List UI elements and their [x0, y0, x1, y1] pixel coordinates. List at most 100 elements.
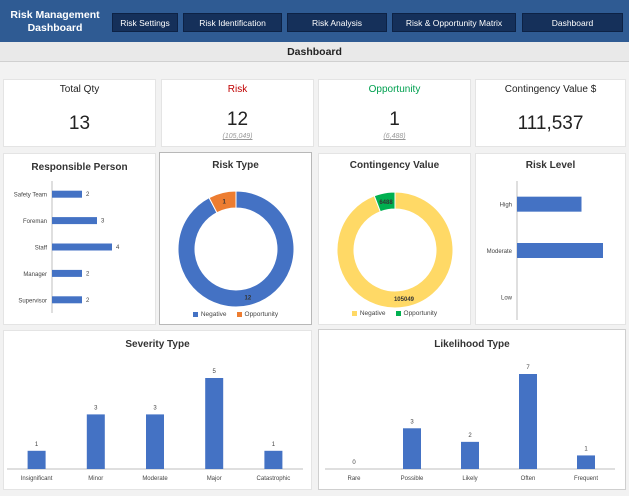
legend-label-negative: Negative	[359, 310, 386, 317]
bar	[205, 378, 224, 469]
data-label: 2	[86, 298, 90, 304]
legend-label-negative: Negative	[200, 311, 227, 318]
category-label: High	[500, 203, 512, 209]
legend-swatch-opportunity	[236, 311, 242, 317]
bar	[27, 450, 46, 469]
data-label: 7	[526, 365, 530, 371]
bar	[577, 455, 595, 469]
kpi-opportunity-subvalue: (6,488)	[383, 133, 406, 140]
severity-type-title: Severity Type	[125, 339, 190, 350]
kpi-contingency-value: 111,537	[517, 113, 584, 134]
category-label: Safety Team	[14, 193, 47, 199]
kpi-opportunity-value: 1	[389, 109, 400, 130]
data-label: 1	[272, 442, 276, 448]
risk-type-panel: Risk Type 12 1 Negative Opportunity	[159, 152, 312, 325]
kpi-total-qty-label: Total Qty	[59, 84, 100, 95]
data-label: 12	[245, 296, 252, 302]
bar	[403, 428, 421, 469]
responsible-person-title: Responsible Person	[31, 162, 128, 173]
data-label: 2	[86, 271, 90, 277]
bar	[52, 269, 82, 277]
category-label: Rare	[347, 476, 361, 482]
bar	[52, 296, 82, 304]
category-label: Major	[207, 476, 222, 482]
nav-risk-opportunity-matrix-button[interactable]: Risk & Opportunity Matrix	[392, 13, 516, 32]
legend-label-opportunity: Opportunity	[244, 311, 279, 318]
data-label: 1	[35, 442, 39, 448]
kpi-risk-subvalue: (105,049)	[222, 133, 253, 140]
bar	[264, 450, 283, 469]
kpi-opportunity-label: Opportunity	[368, 84, 421, 95]
legend-item-negative: Negative	[351, 310, 386, 317]
kpi-risk-value: 12	[226, 109, 249, 130]
bar	[461, 441, 479, 469]
data-label: 5	[213, 369, 217, 375]
kpi-risk-card: Risk 12 (105,049)	[161, 79, 314, 147]
kpi-total-qty-value: 13	[68, 113, 91, 134]
data-label: 2	[86, 192, 90, 198]
legend-label-opportunity: Opportunity	[403, 310, 438, 317]
contingency-value-title: Contingency Value	[349, 160, 440, 171]
responsible-person-panel: Responsible Person Safety Team 2 Foreman 3 S…	[3, 153, 156, 325]
nav-risk-analysis-button[interactable]: Risk Analysis	[287, 13, 387, 32]
legend-swatch-negative	[351, 310, 357, 316]
bar	[146, 414, 164, 469]
severity-type-panel: Severity Type 1 Insignificant 3 Minor 3 Moder…	[3, 330, 312, 490]
donut-slice	[177, 190, 295, 308]
data-label: 105049	[394, 297, 415, 303]
category-label: Supervisor	[18, 298, 47, 304]
bar	[52, 217, 97, 225]
category-label: Staff	[35, 246, 48, 252]
kpi-contingency-label: Contingency Value $	[504, 84, 597, 95]
contingency-value-panel: Contingency Value 105049 6488 Negative Op…	[318, 153, 471, 325]
contingency-legend: Negative Opportunity	[319, 310, 470, 317]
data-label: 4	[116, 245, 120, 251]
legend-swatch-negative	[192, 311, 198, 317]
data-label: 6488	[379, 200, 393, 206]
bar	[517, 196, 582, 212]
legend-item-negative: Negative	[192, 311, 227, 318]
donut-slice	[373, 191, 396, 213]
category-label: Possible	[401, 476, 424, 482]
kpi-risk-label: Risk	[227, 84, 248, 95]
bar	[517, 243, 603, 258]
risk-level-title: Risk Level	[525, 160, 576, 171]
bar	[86, 414, 105, 469]
severity-type-chart: 1 Insignificant 3 Minor 3 Moderate 5 Major 1 Cata…	[7, 369, 303, 482]
nav-risk-identification-button[interactable]: Risk Identification	[183, 13, 282, 32]
category-label: Moderate	[142, 476, 168, 482]
data-label: 2	[468, 433, 472, 439]
legend-swatch-opportunity	[395, 310, 401, 316]
kpi-total-qty-card: Total Qty 13	[3, 79, 156, 147]
data-label: 3	[94, 405, 98, 411]
category-label: Often	[521, 476, 536, 482]
risk-type-donut-chart: 12 1	[177, 190, 295, 308]
data-label: 3	[153, 405, 157, 411]
likelihood-type-panel: Likelihood Type 0 Rare 3 Possible 2 Likely 7 Of…	[318, 329, 626, 490]
donut-slice	[208, 190, 237, 214]
nav-dashboard-button[interactable]: Dashboard	[522, 13, 623, 32]
category-label: Manager	[23, 272, 47, 278]
category-label: Frequent	[574, 476, 598, 482]
category-label: Likely	[462, 476, 477, 482]
category-label: Catastrophic	[257, 476, 291, 482]
legend-item-opportunity: Opportunity	[236, 311, 279, 318]
data-label: 3	[410, 419, 414, 425]
data-label: 1	[584, 446, 588, 452]
risk-level-panel: Risk Level High Moderate Low	[475, 153, 626, 325]
category-label: Insignificant	[21, 476, 53, 482]
data-label: 3	[101, 219, 105, 225]
bar	[52, 190, 82, 198]
top-nav-bar: Risk Management Dashboard Risk Settings …	[0, 0, 629, 42]
donut-slice	[336, 191, 454, 309]
nav-risk-settings-button[interactable]: Risk Settings	[112, 13, 178, 32]
risk-type-legend: Negative Opportunity	[160, 311, 311, 318]
risk-type-title: Risk Type	[212, 160, 259, 171]
risk-level-chart: High Moderate Low	[487, 181, 603, 320]
bar	[519, 374, 537, 469]
app-title: Risk Management Dashboard	[10, 9, 100, 34]
category-label: Low	[501, 295, 513, 301]
likelihood-type-title: Likelihood Type	[434, 339, 510, 350]
category-label: Moderate	[487, 249, 513, 255]
bar	[52, 243, 112, 251]
